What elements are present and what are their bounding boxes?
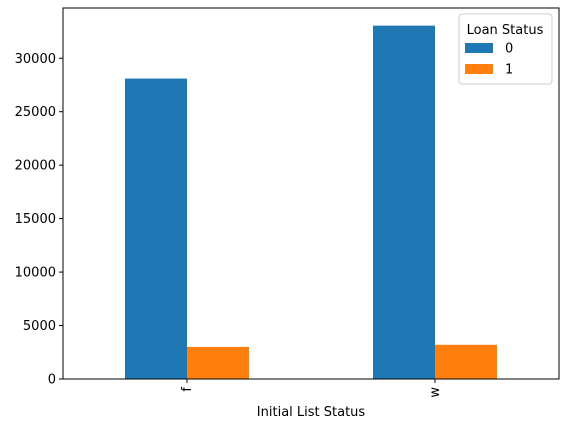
legend-swatch-1 xyxy=(465,64,493,74)
x-tick-label-f: f xyxy=(180,387,195,392)
y-tick-label: 15000 xyxy=(15,212,56,227)
y-tick-label: 0 xyxy=(48,373,56,388)
legend-label-1: 1 xyxy=(505,63,513,78)
legend-title: Loan Status xyxy=(467,23,544,38)
legend: Loan Status 0 1 xyxy=(459,14,552,84)
legend-label-0: 0 xyxy=(505,42,513,57)
y-tick-label: 20000 xyxy=(15,159,56,174)
bar-f-series-1 xyxy=(187,347,249,379)
y-tick-label: 10000 xyxy=(15,266,56,281)
x-tick-label-w: w xyxy=(428,387,443,398)
bar-f-series-0 xyxy=(125,79,187,379)
y-tick-label: 30000 xyxy=(15,52,56,67)
legend-swatch-0 xyxy=(465,43,493,53)
bar-w-series-1 xyxy=(435,345,497,379)
x-axis-title: Initial List Status xyxy=(257,405,366,420)
y-tick-label: 25000 xyxy=(15,105,56,120)
y-tick-label: 5000 xyxy=(23,319,56,334)
bar-w-series-0 xyxy=(373,26,435,379)
